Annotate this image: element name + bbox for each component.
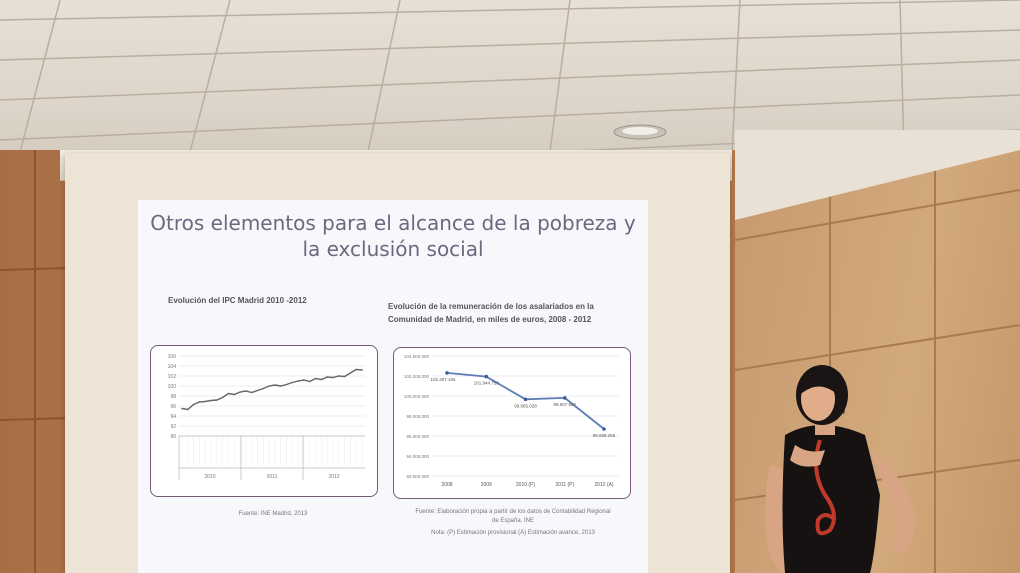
slide-title-line2: la exclusión social [302, 237, 484, 261]
left-source: Fuente: INE Madrid, 2013 [238, 511, 308, 517]
salary-data-label: 102.307.106 [430, 377, 456, 382]
ipc-point [326, 376, 328, 378]
ipc-point [216, 399, 218, 401]
ipc-point [256, 389, 259, 392]
ipc-point [250, 391, 253, 394]
salary-point [523, 397, 528, 402]
ipc-point [227, 392, 230, 395]
salary-data-label: 101.944.753 [474, 381, 500, 386]
ipc-point [314, 377, 317, 380]
ipc-point [297, 380, 299, 382]
salary-y-tick-label: 96.000.000 [406, 434, 429, 439]
right-source: Fuente: Elaboración propia a partir de l… [393, 508, 633, 538]
salary-point [602, 427, 606, 431]
ipc-point [361, 369, 363, 371]
presenter-hand [790, 445, 825, 467]
salary-x-tick-label: 2009 [481, 482, 492, 488]
salary-point [563, 396, 567, 400]
right-source-line2: de España. INE [491, 518, 535, 524]
ipc-point [262, 387, 265, 390]
salary-y-tick-label: 92.000.000 [406, 474, 429, 479]
salary-y-tick-label: 104.000.000 [404, 354, 430, 359]
salary-y-tick-label: 94.000.000 [406, 454, 429, 459]
ipc-point [221, 396, 224, 399]
ipc-point [204, 400, 206, 403]
salary-point [484, 374, 489, 379]
ipc-y-tick-label: 94 [170, 414, 176, 420]
salary-y-tick-label: 100.000.000 [404, 394, 430, 399]
ipc-point [210, 399, 212, 402]
salary-x-tick-label: 2012 (A) [594, 482, 614, 488]
ipc-point [239, 391, 241, 393]
ipc-point [268, 385, 270, 387]
ipc-chart: 106 104 102 100 98 96 94 92 90 2010 2011 2012 [168, 354, 365, 480]
right-source-line1: Fuente: Elaboración propia a partir de l… [415, 509, 611, 515]
salary-x-tick-label: 2011 (P) [555, 482, 574, 488]
salary-chart-frame: 104.000.000 102.000.000 100.000.000 98.000.… [393, 347, 631, 499]
salary-x-tick-label: 2008 [441, 482, 452, 488]
ipc-y-tick-label: 100 [168, 384, 177, 390]
ipc-group-label: 2012 [328, 474, 339, 480]
ipc-y-tick-label: 102 [168, 374, 177, 380]
slide-title-line1: Otros elementos para el alcance de la po… [150, 211, 636, 235]
ipc-point [274, 384, 276, 386]
presenter-arm-right [870, 450, 916, 555]
ipc-y-tick-label: 96 [170, 404, 176, 410]
salary-y-tick-label: 102.000.000 [404, 374, 430, 379]
ipc-point [233, 393, 236, 396]
ipc-y-tick-label: 90 [170, 434, 176, 440]
slide-title: Otros elementos para el alcance de la po… [138, 210, 648, 262]
ipc-point [332, 376, 334, 379]
presenter [765, 365, 916, 573]
ipc-point [338, 375, 340, 377]
ipc-point [303, 379, 305, 381]
salary-y-tick-label: 98.000.000 [406, 414, 429, 419]
salary-chart: 104.000.000 102.000.000 100.000.000 98.000.… [404, 354, 619, 488]
ipc-group-label: 2011 [267, 474, 278, 480]
salary-data-label: 99.665.028 [514, 403, 537, 408]
ipc-point [279, 385, 282, 387]
ipc-point [343, 375, 346, 378]
slide: Otros elementos para el alcance de la po… [138, 200, 648, 573]
salary-x-tick-label: 2010 (P) [516, 482, 536, 488]
ipc-point [198, 401, 201, 403]
ipc-y-tick-label: 104 [168, 364, 177, 370]
ipc-y-tick-label: 98 [170, 394, 176, 400]
ipc-chart-frame: 106 104 102 100 98 96 94 92 90 2010 2011 2012 [150, 345, 378, 497]
ipc-point [187, 408, 189, 411]
ipc-point [291, 381, 294, 384]
ipc-point [181, 407, 183, 410]
right-chart-title-line1: Evolución de la remuneración de los asal… [388, 302, 594, 311]
right-chart-title-line2: Comunidad de Madrid, en miles de euros, … [388, 315, 592, 324]
right-chart-title: Evolución de la remuneración de los asal… [388, 300, 638, 326]
ipc-point [308, 380, 311, 383]
salary-point [445, 371, 449, 375]
ipc-point [192, 403, 195, 406]
ipc-group-label: 2010 [204, 474, 215, 480]
ipc-point [355, 368, 357, 371]
wall-tiles [0, 150, 71, 573]
dress-spiral-pattern [814, 439, 837, 536]
ipc-point [320, 378, 323, 381]
ipc-y-tick-label: 106 [168, 354, 177, 360]
ipc-y-tick-label: 92 [170, 424, 176, 430]
left-chart-title: Evolución del IPC Madrid 2010 -2012 [168, 296, 307, 305]
salary-data-label: 99.807.582 [554, 402, 577, 407]
right-note: Nota: (P) Estimación provisional (A) Est… [431, 530, 595, 536]
ipc-point [349, 372, 352, 374]
ipc-point [245, 390, 247, 392]
ipc-series-line [181, 368, 363, 411]
ipc-point [285, 383, 288, 386]
salary-data-label: 96.698.255 [593, 433, 616, 438]
